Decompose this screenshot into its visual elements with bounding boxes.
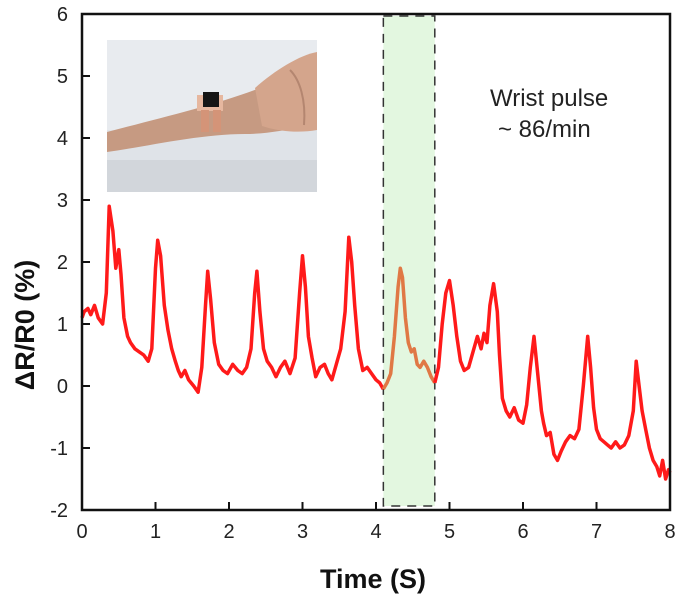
x-tick-label: 3 [297,521,308,543]
x-tick-label: 2 [223,521,234,543]
y-axis-title: ΔR/R0 (%) [10,260,40,390]
x-tick-label: 6 [517,521,528,543]
y-tick-label: 0 [57,376,68,398]
y-tick-label: 1 [57,314,68,336]
y-tick-label: 5 [57,66,68,88]
y-tick-label: 2 [57,252,68,274]
x-axis-title: Time (S) [320,564,426,594]
highlight-window [382,15,436,507]
x-tick-label: 4 [370,521,381,543]
series-line-2 [433,278,672,481]
y-tick-label: 6 [57,4,68,26]
x-axis-ticks: 0 1 2 3 4 5 6 7 8 [76,502,676,543]
x-tick-label: 8 [664,521,675,543]
y-tick-label: 4 [57,128,68,150]
x-tick-label: 1 [150,521,161,543]
y-tick-label: 3 [57,190,68,212]
x-tick-label: 7 [591,521,602,543]
y-tick-label: -2 [50,500,68,522]
series-line-0 [80,204,385,394]
annotation-line-2: ~ 86/min [498,116,591,143]
inset-wrist-photo [107,40,317,192]
series-line-1 [381,266,437,390]
x-tick-label: 0 [76,521,87,543]
y-axis-ticks: -2 -1 0 1 2 3 4 5 6 [50,4,90,522]
y-tick-label: -1 [50,438,68,460]
x-tick-label: 5 [444,521,455,543]
series-group [80,204,672,481]
annotation-line-1: Wrist pulse [490,85,608,112]
